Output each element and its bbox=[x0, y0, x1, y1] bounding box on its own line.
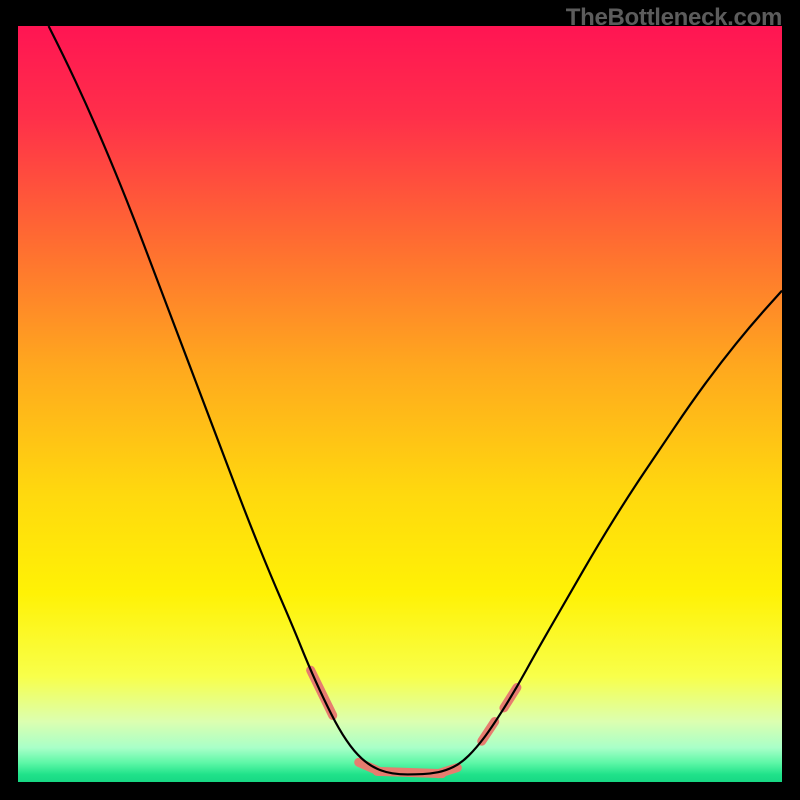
bottleneck-curve-chart bbox=[0, 0, 800, 800]
watermark-text: TheBottleneck.com bbox=[566, 4, 782, 32]
gradient-background bbox=[18, 26, 782, 782]
chart-frame: TheBottleneck.com bbox=[0, 0, 800, 800]
